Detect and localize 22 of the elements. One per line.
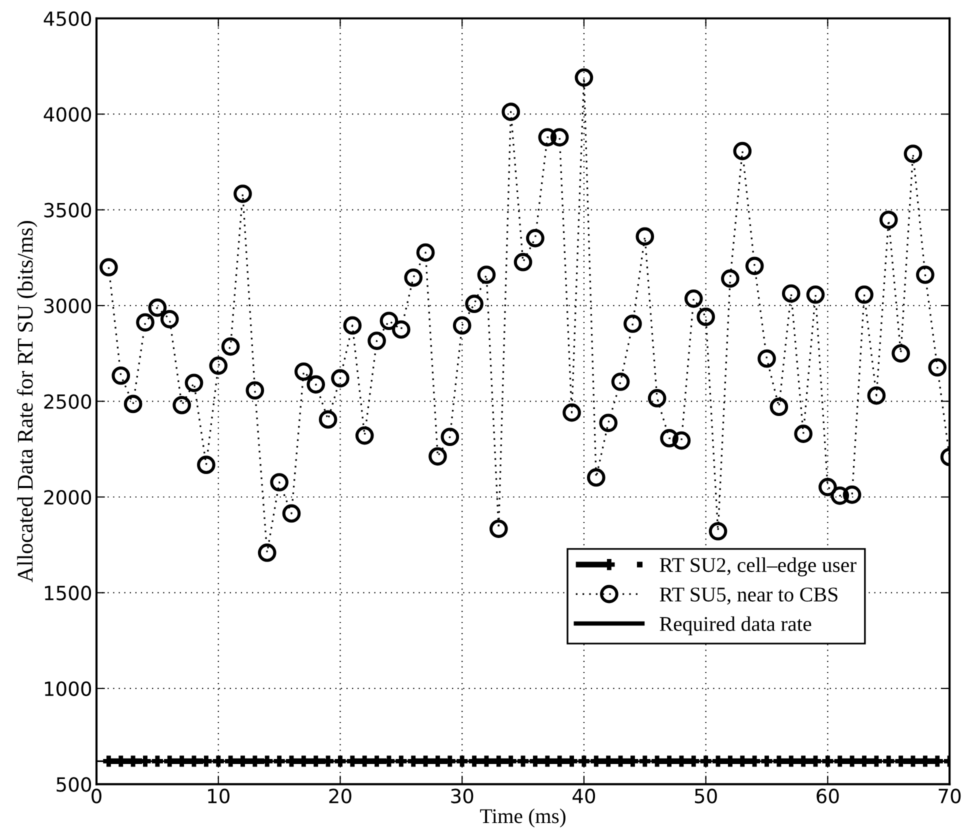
y-tick-label: 1500	[44, 586, 92, 600]
y-tick-label: 1000	[44, 681, 92, 696]
x-tick-label: 10	[208, 788, 230, 804]
y-tick-label: 4000	[44, 107, 92, 122]
legend-label: Required data rate	[660, 616, 812, 636]
y-tick-label: 2500	[44, 394, 92, 409]
legend-label: RT SU2, cell–edge user	[660, 557, 856, 576]
x-tick-label: 30	[451, 788, 474, 804]
y-axis-title: Allocated Data Rate for RT SU (bits/ms)	[16, 221, 38, 582]
y-tick-label: 4500	[44, 11, 92, 26]
x-axis-title: Time (ms)	[480, 808, 566, 828]
y-tick-label: 500	[56, 777, 92, 792]
legend-label: RT SU5, near to CBS	[660, 588, 838, 605]
x-tick-label: 50	[694, 788, 717, 804]
x-tick-label: 60	[816, 788, 839, 804]
x-tick-label: 20	[329, 788, 352, 804]
x-tick-label: 0	[92, 788, 102, 804]
y-tick-label: 2000	[44, 490, 92, 505]
x-tick-label: 70	[938, 788, 961, 804]
y-tick-label: 3000	[44, 298, 92, 314]
y-tick-label: 3500	[44, 202, 92, 218]
x-tick-label: 40	[572, 788, 596, 804]
